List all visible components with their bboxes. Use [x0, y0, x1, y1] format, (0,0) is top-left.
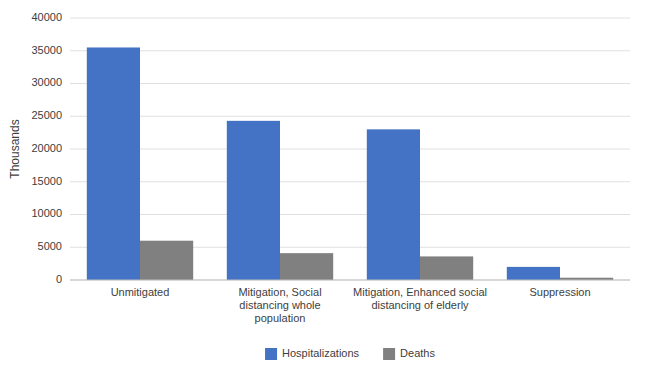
chart: 0 5000 10000 15000 20000 25000 30000 35000 40000… — [0, 0, 650, 370]
x-tick-label: Suppression — [529, 286, 590, 298]
grid-line — [70, 214, 630, 215]
y-tick-label: 10000 — [31, 207, 62, 219]
legend-item: Deaths — [383, 347, 435, 360]
page: {"chart_data": {"type": "bar", "categori… — [0, 0, 650, 370]
y-tick-label: 25000 — [31, 109, 62, 121]
x-tick-label: Mitigation, Enhanced socialdistancing of… — [353, 286, 487, 311]
grid-line — [70, 280, 630, 281]
grid-line — [70, 149, 630, 150]
x-axis-line — [70, 280, 630, 281]
legend: Hospitalizations Deaths — [265, 347, 435, 360]
y-tick-label: 40000 — [31, 11, 62, 23]
bar — [280, 253, 333, 280]
y-tick-label: 5000 — [38, 240, 62, 252]
bar — [367, 129, 420, 280]
grid-line — [70, 83, 630, 84]
x-tick-label: Unmitigated — [111, 286, 170, 298]
legend-swatch — [383, 348, 395, 360]
grid-line — [70, 116, 630, 117]
legend-label: Hospitalizations — [282, 347, 360, 359]
bar — [140, 241, 193, 280]
legend-swatch — [265, 348, 277, 360]
grid — [70, 18, 630, 280]
y-tick-label: 20000 — [31, 142, 62, 154]
y-tick-label: 35000 — [31, 44, 62, 56]
y-tick-label: 0 — [56, 273, 62, 285]
y-tick-label: 15000 — [31, 175, 62, 187]
grid-line — [70, 181, 630, 182]
y-tick-label: 30000 — [31, 76, 62, 88]
grid-line — [70, 18, 630, 19]
x-tick-label: Mitigation, Socialdistancing wholepopula… — [238, 286, 321, 324]
chart-container: 0 5000 10000 15000 20000 25000 30000 35000 40000… — [0, 0, 650, 370]
legend-item: Hospitalizations — [265, 347, 360, 360]
bar — [227, 121, 280, 280]
legend-label: Deaths — [400, 347, 435, 359]
bar — [507, 267, 560, 280]
y-axis-label: Thousands — [8, 119, 22, 178]
bar — [87, 47, 140, 280]
bars — [87, 47, 613, 280]
grid-line — [70, 50, 630, 51]
bar — [420, 256, 473, 280]
